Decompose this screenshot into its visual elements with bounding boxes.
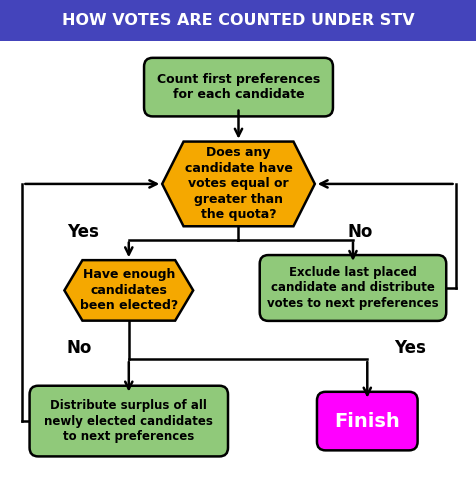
Text: Does any
candidate have
votes equal or
greater than
the quota?: Does any candidate have votes equal or g… [184,147,292,221]
Text: Yes: Yes [68,223,99,242]
Text: Yes: Yes [394,339,425,358]
Text: Distribute surplus of all
newly elected candidates
to next preferences: Distribute surplus of all newly elected … [44,399,213,443]
FancyBboxPatch shape [259,255,445,321]
FancyBboxPatch shape [316,392,417,450]
Polygon shape [64,260,193,320]
FancyBboxPatch shape [144,58,332,117]
Text: No: No [347,223,372,242]
FancyBboxPatch shape [30,386,228,456]
Text: Exclude last placed
candidate and distribute
votes to next preferences: Exclude last placed candidate and distri… [267,266,438,310]
Polygon shape [162,141,314,227]
Text: Have enough
candidates
been elected?: Have enough candidates been elected? [79,269,178,312]
Text: Finish: Finish [334,411,399,431]
Text: No: No [66,339,91,358]
FancyBboxPatch shape [0,0,476,41]
Text: Count first preferences
for each candidate: Count first preferences for each candida… [157,73,319,101]
Text: HOW VOTES ARE COUNTED UNDER STV: HOW VOTES ARE COUNTED UNDER STV [62,13,414,28]
